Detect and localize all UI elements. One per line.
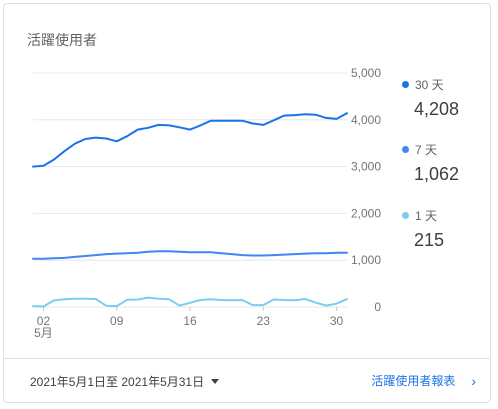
legend-30-day-value: 4,208 <box>414 99 460 119</box>
caret-down-icon <box>211 379 220 384</box>
active-users-report-link[interactable]: 活躍使用者報表 › <box>371 372 476 389</box>
legend-7-day-label: 7 天 <box>415 143 438 157</box>
card-title: 活躍使用者 <box>27 32 97 48</box>
legend-1-day-value: 215 <box>414 230 445 250</box>
series-line-7-天 <box>32 250 348 260</box>
legend-1-day-dot <box>402 212 409 219</box>
y-tick-label: 3,000 <box>351 160 381 174</box>
x-tick-label: 09 <box>110 314 124 328</box>
x-tick-label: 16 <box>183 314 197 328</box>
date-range-selector[interactable]: 2021年5月1日至 2021年5月31日 <box>30 373 220 390</box>
x-tick-sublabel: 5月 <box>34 326 53 340</box>
legend-7-day: 7 天 1,062 <box>402 141 459 185</box>
legend-30-day-dot <box>402 81 409 88</box>
x-tick-label: 30 <box>330 314 344 328</box>
date-range-label: 2021年5月1日至 2021年5月31日 <box>30 375 205 389</box>
legend-7-day-dot <box>402 146 409 153</box>
y-tick-label: 1,000 <box>351 253 381 267</box>
y-tick-label: 0 <box>374 300 381 314</box>
x-tick-label: 02 <box>37 314 51 328</box>
footer-divider <box>3 358 491 359</box>
legend-1-day-label: 1 天 <box>415 209 438 223</box>
active-users-card <box>3 3 491 403</box>
x-tick-label: 23 <box>257 314 271 328</box>
y-tick-label: 4,000 <box>351 113 381 127</box>
series-line-30-天 <box>32 112 348 168</box>
y-tick-label: 2,000 <box>351 206 381 220</box>
legend-1-day: 1 天 215 <box>402 207 444 251</box>
chevron-right-icon: › <box>471 372 476 389</box>
legend-7-day-value: 1,062 <box>414 164 460 184</box>
legend-30-day: 30 天 4,208 <box>402 76 459 120</box>
legend-30-day-label: 30 天 <box>415 78 444 92</box>
y-tick-label: 5,000 <box>351 66 381 80</box>
series-line-1-天 <box>32 296 348 308</box>
report-link-label: 活躍使用者報表 <box>371 374 456 388</box>
